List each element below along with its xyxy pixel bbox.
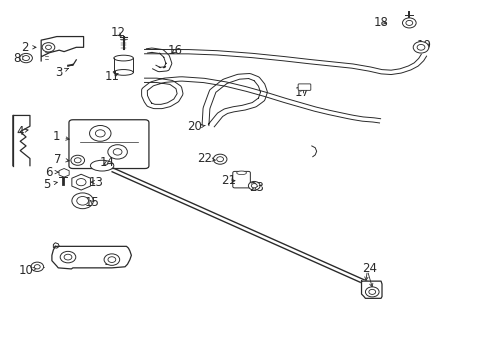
Circle shape: [77, 197, 88, 205]
Text: 17: 17: [294, 86, 309, 99]
Circle shape: [20, 53, 32, 63]
Text: 5: 5: [43, 178, 57, 191]
Text: 10: 10: [19, 264, 37, 277]
Text: 12: 12: [110, 27, 125, 40]
Text: 8: 8: [13, 51, 26, 64]
Text: 3: 3: [56, 66, 68, 79]
Circle shape: [412, 41, 428, 53]
Circle shape: [31, 262, 43, 271]
Text: 20: 20: [187, 121, 204, 134]
Circle shape: [22, 55, 29, 60]
Circle shape: [89, 126, 111, 141]
Circle shape: [74, 158, 81, 163]
Text: 14: 14: [99, 156, 114, 169]
Circle shape: [402, 18, 415, 28]
Circle shape: [248, 181, 260, 190]
Ellipse shape: [236, 171, 246, 175]
Circle shape: [64, 254, 72, 260]
Text: 18: 18: [373, 16, 387, 29]
Circle shape: [405, 21, 412, 26]
Ellipse shape: [114, 55, 133, 61]
Text: 1: 1: [53, 130, 69, 144]
Circle shape: [104, 254, 120, 265]
Circle shape: [368, 289, 375, 294]
Circle shape: [365, 287, 378, 297]
Circle shape: [42, 42, 55, 52]
Ellipse shape: [90, 160, 114, 171]
Circle shape: [71, 155, 84, 165]
Text: 15: 15: [85, 196, 100, 209]
FancyBboxPatch shape: [298, 84, 310, 90]
Circle shape: [60, 251, 76, 263]
Circle shape: [76, 179, 86, 186]
Circle shape: [216, 157, 223, 162]
Text: 23: 23: [249, 181, 264, 194]
Circle shape: [45, 45, 51, 49]
FancyBboxPatch shape: [69, 120, 149, 168]
Circle shape: [416, 44, 424, 50]
Circle shape: [108, 257, 116, 262]
Polygon shape: [52, 246, 131, 269]
Circle shape: [113, 149, 122, 155]
Polygon shape: [361, 281, 381, 298]
Text: 9: 9: [103, 255, 110, 268]
Text: 16: 16: [167, 44, 183, 57]
Text: 6: 6: [44, 166, 58, 179]
Circle shape: [251, 184, 257, 188]
Text: 2: 2: [21, 41, 36, 54]
Text: 22: 22: [197, 152, 215, 165]
Text: 4: 4: [17, 125, 28, 138]
Text: 21: 21: [221, 174, 236, 187]
Circle shape: [72, 193, 93, 209]
Circle shape: [108, 145, 127, 159]
FancyBboxPatch shape: [232, 171, 250, 188]
Circle shape: [213, 154, 226, 164]
Circle shape: [95, 130, 105, 137]
Text: 13: 13: [88, 176, 103, 189]
Text: 11: 11: [104, 69, 119, 82]
Circle shape: [34, 265, 40, 269]
Text: 19: 19: [416, 39, 430, 52]
Text: 7: 7: [54, 153, 69, 166]
Ellipse shape: [114, 69, 133, 75]
Text: 24: 24: [361, 262, 376, 275]
